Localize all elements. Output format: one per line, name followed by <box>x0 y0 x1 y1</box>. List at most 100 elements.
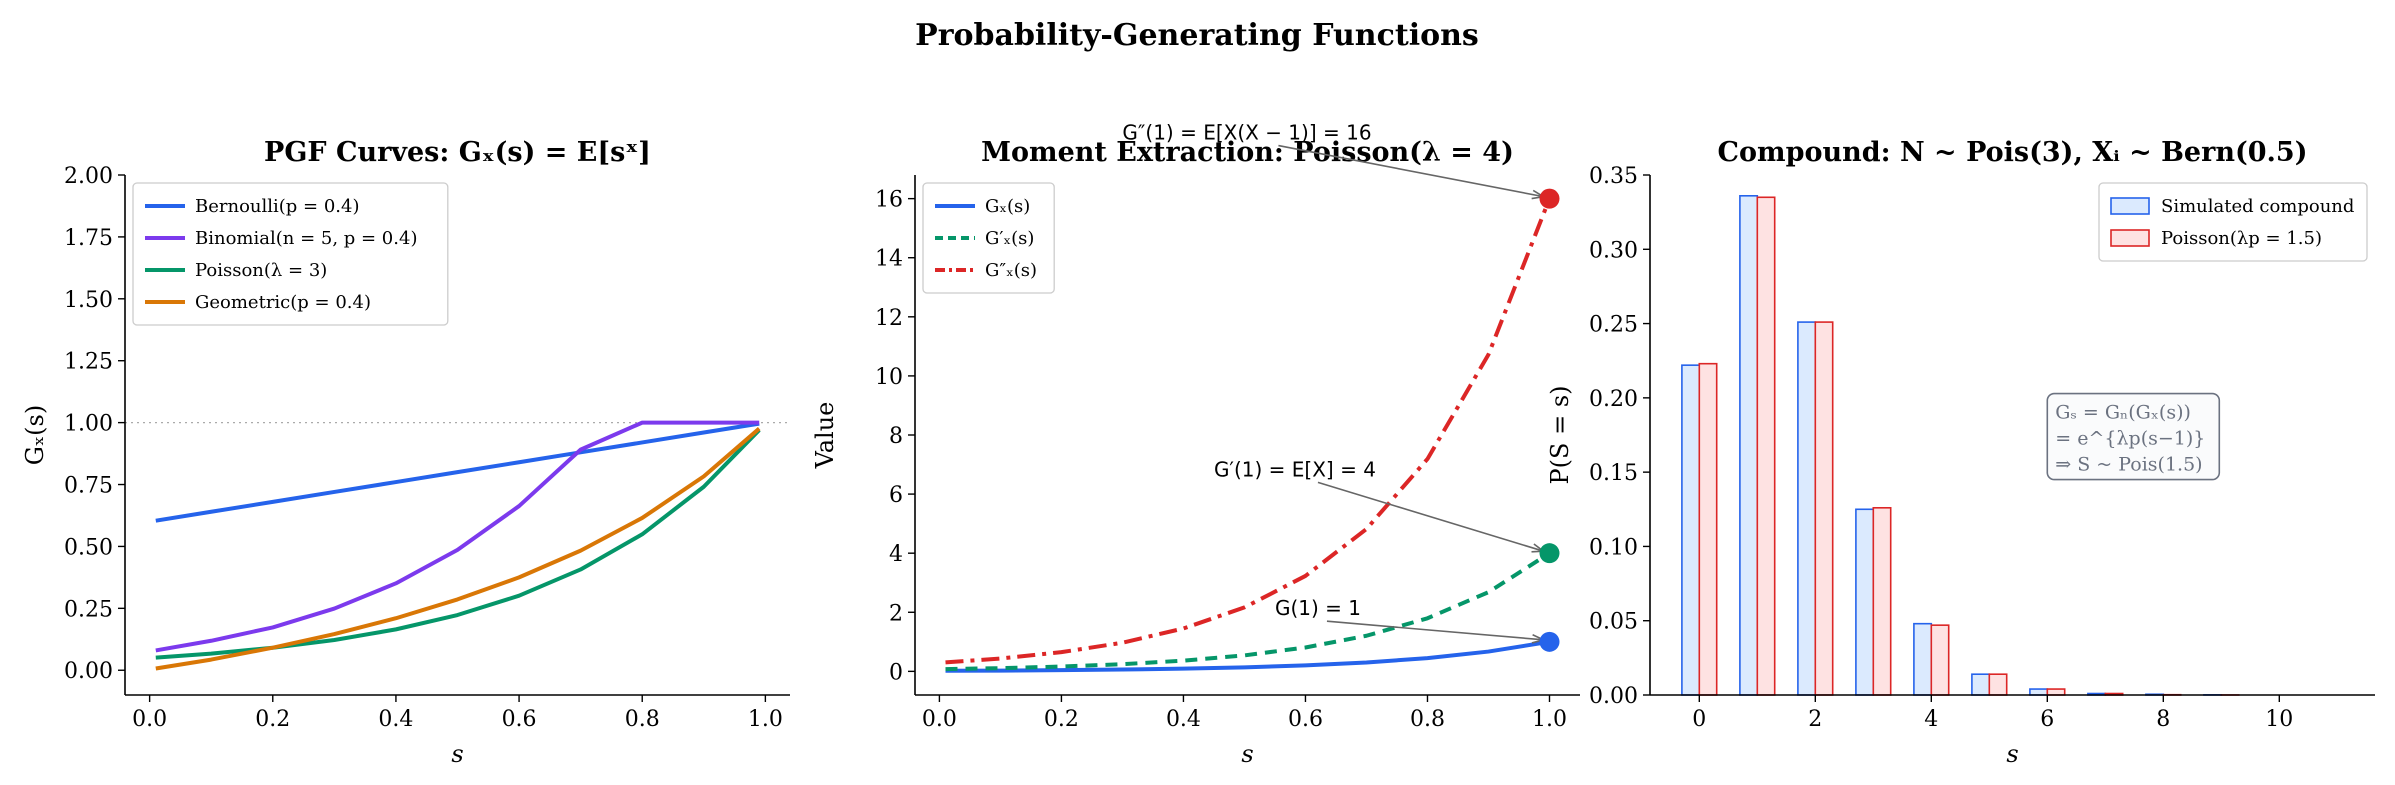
y-tick-label: 0.20 <box>1589 387 1638 412</box>
legend-label: Binomial(n = 5, p = 0.4) <box>195 228 417 249</box>
y-tick-label: 2 <box>889 601 903 626</box>
info-box-line: Gₛ = Gₙ(Gₓ(s)) <box>2055 402 2191 424</box>
y-tick-label: 0.30 <box>1589 238 1638 263</box>
marker-point <box>1539 543 1560 564</box>
series-line <box>945 197 1552 665</box>
y-tick-label: 0.25 <box>64 597 113 622</box>
y-tick-label: 0.10 <box>1589 535 1638 560</box>
marker-point <box>1539 631 1560 652</box>
bar <box>1930 624 1950 696</box>
legend-label: Geometric(p = 0.4) <box>195 292 371 313</box>
x-tick-label: 10 <box>2265 707 2293 732</box>
x-tick-label: 6 <box>2040 707 2054 732</box>
series-line <box>155 428 761 660</box>
x-tick-label: 0.6 <box>1288 707 1323 732</box>
y-tick-label: 1.25 <box>64 350 113 375</box>
x-tick-label: 0.8 <box>1410 707 1445 732</box>
legend-label: G″ₓ(s) <box>985 260 1037 281</box>
panel-title: PGF Curves: Gₓ(s) = E[sˣ] <box>264 137 651 168</box>
y-tick-label: 10 <box>875 365 903 390</box>
y-tick-label: 1.75 <box>64 226 113 251</box>
panel-title: Moment Extraction: Poisson(λ = 4) <box>981 137 1514 168</box>
panel-1: PGF Curves: Gₓ(s) = E[sˣ] 0.0 0.2 0.4 0.6 0.8… <box>21 137 790 768</box>
bar <box>1756 196 1776 696</box>
bar <box>1971 673 1991 696</box>
legend-box <box>2098 182 2368 262</box>
legend-label: Poisson(λp = 1.5) <box>2161 228 2322 249</box>
legend-swatch <box>2110 197 2150 215</box>
annotation-arrow <box>1278 144 1544 198</box>
legend-label: Gₓ(s) <box>985 196 1030 217</box>
x-tick-label: 8 <box>2156 707 2170 732</box>
series-line <box>155 427 761 671</box>
info-box-line: = e^{λp(s−1)} <box>2055 428 2205 450</box>
x-tick-label: 1.0 <box>1532 707 1567 732</box>
y-tick-label: 8 <box>889 424 903 449</box>
y-tick-label: 0.00 <box>1589 684 1638 709</box>
y-tick-label: 12 <box>875 306 903 331</box>
info-box <box>2046 392 2221 481</box>
y-axis-label: P(S = s) <box>1546 386 1574 485</box>
legend-label: Simulated compound <box>2161 196 2354 217</box>
legend-box <box>132 182 449 326</box>
bar <box>1739 195 1759 696</box>
x-tick-label: 0.2 <box>255 707 290 732</box>
y-tick-label: 0.25 <box>1589 313 1638 338</box>
marker-point <box>1539 188 1560 209</box>
panel-2: Moment Extraction: Poisson(λ = 4) G(1) = … <box>811 121 1580 768</box>
y-tick-label: 1.00 <box>64 412 113 437</box>
annotation-arrow <box>1326 620 1544 641</box>
y-tick-label: 4 <box>889 542 903 567</box>
legend-label: Poisson(λ = 3) <box>195 260 327 281</box>
annotation-label: G(1) = 1 <box>1275 596 1361 620</box>
x-tick-label: 2 <box>1808 707 1822 732</box>
x-axis-label: s <box>451 740 463 768</box>
panel-title: Compound: N ~ Pois(3), Xᵢ ~ Bern(0.5) <box>1718 137 2308 168</box>
series-line <box>945 551 1551 672</box>
panel-3: Compound: N ~ Pois(3), Xᵢ ~ Bern(0.5) 0 2 4… <box>1546 137 2375 768</box>
bar <box>1681 364 1701 696</box>
y-tick-label: 0.15 <box>1589 461 1638 486</box>
y-tick-label: 2.00 <box>64 164 113 189</box>
y-tick-label: 16 <box>875 188 903 213</box>
y-axis-label: Gₓ(s) <box>21 405 49 465</box>
x-tick-label: 4 <box>1924 707 1938 732</box>
x-tick-label: 0.0 <box>132 707 167 732</box>
x-tick-label: 0 <box>1692 707 1706 732</box>
series-line <box>155 420 760 653</box>
y-tick-label: 0 <box>889 660 903 685</box>
y-tick-label: 1.50 <box>64 288 113 313</box>
y-tick-label: 6 <box>889 483 903 508</box>
x-tick-label: 0.4 <box>378 707 413 732</box>
annotation-arrow <box>1317 481 1544 552</box>
x-tick-label: 0.6 <box>502 707 537 732</box>
bar <box>2046 688 2066 696</box>
y-tick-label: 0.75 <box>64 474 113 499</box>
x-axis-label: s <box>2006 740 2018 768</box>
bar <box>1988 673 2008 696</box>
x-tick-label: 0.8 <box>625 707 660 732</box>
bar <box>1872 506 1892 696</box>
bar <box>1814 321 1834 696</box>
bar <box>1797 321 1817 696</box>
legend-box <box>922 182 1055 294</box>
legend-label: G′ₓ(s) <box>985 228 1034 249</box>
legend-swatch <box>2110 229 2150 247</box>
y-tick-label: 0.05 <box>1589 610 1638 635</box>
x-tick-label: 0.2 <box>1044 707 1079 732</box>
x-tick-label: 1.0 <box>748 707 783 732</box>
info-box-line: ⇒ S ~ Pois(1.5) <box>2055 454 2202 476</box>
series-line <box>945 639 1550 673</box>
annotation-label: G″(1) = E[X(X − 1)] = 16 <box>1122 121 1371 145</box>
annotation-label: G′(1) = E[X] = 4 <box>1214 457 1376 481</box>
legend-label: Bernoulli(p = 0.4) <box>195 196 360 217</box>
y-axis-label: Value <box>811 402 839 470</box>
y-tick-label: 0.35 <box>1589 164 1638 189</box>
y-tick-label: 14 <box>875 247 903 272</box>
y-tick-label: 0.50 <box>64 535 113 560</box>
bar <box>1855 508 1875 696</box>
bar <box>2029 688 2049 696</box>
x-tick-label: 0.4 <box>1166 707 1201 732</box>
x-tick-label: 0.0 <box>922 707 957 732</box>
